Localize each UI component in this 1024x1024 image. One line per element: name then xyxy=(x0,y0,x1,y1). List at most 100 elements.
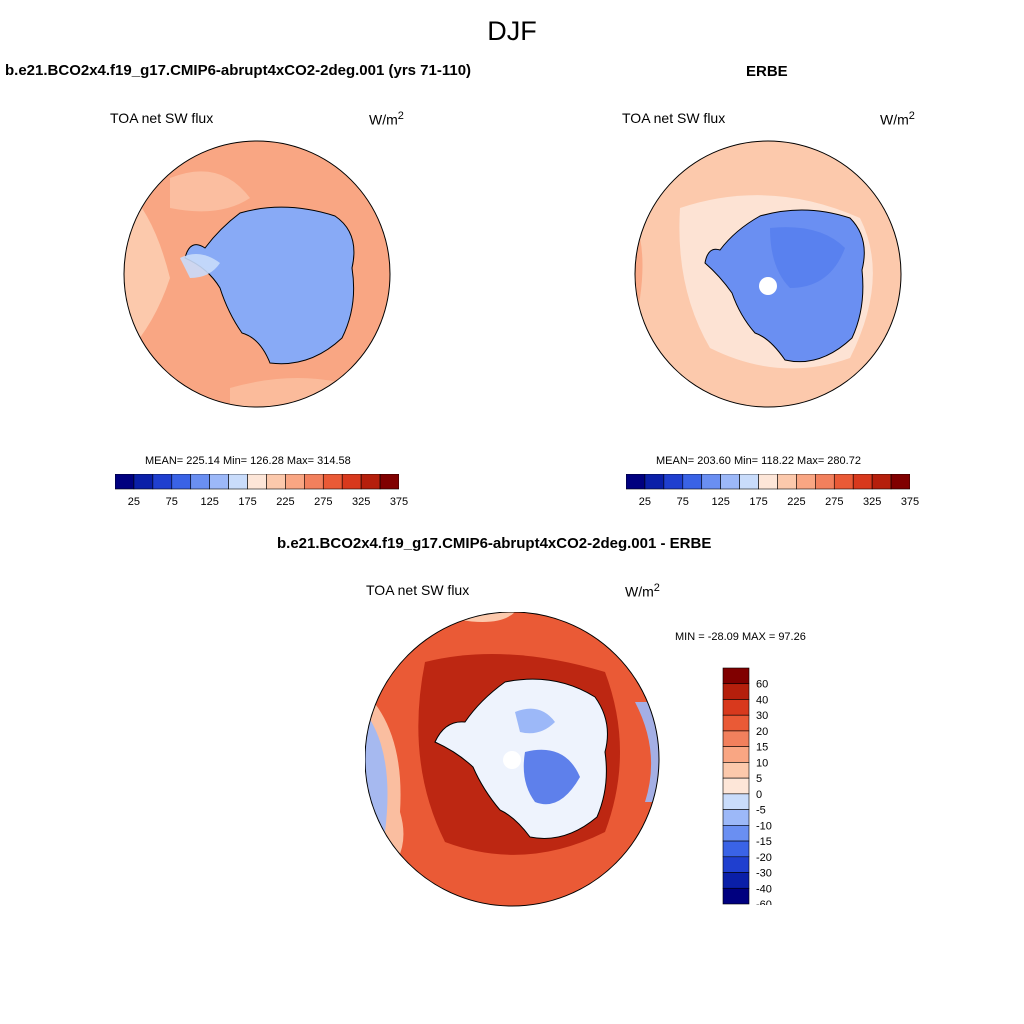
panel1-colorbar-swatch xyxy=(304,474,324,490)
panel2-colorbar-label: 375 xyxy=(901,496,919,508)
panel3-title: b.e21.BCO2x4.f19_g17.CMIP6-abrupt4xCO2-2… xyxy=(277,535,712,552)
panel1-colorbar-swatch xyxy=(266,474,286,490)
panel2-border xyxy=(634,140,902,408)
panel2-colorbar-labels: 25 75 125 175 225 275 325 375 xyxy=(639,496,919,508)
panel2-colorbar-label: 325 xyxy=(863,496,881,508)
panel2-colorbar-swatch xyxy=(796,474,816,490)
panel2-colorbar-swatch xyxy=(626,474,646,490)
panel3-colorbar-label: 40 xyxy=(756,694,768,706)
panel3-colorbar-label: 30 xyxy=(756,710,768,722)
panel1-colorbar-label: 225 xyxy=(276,496,294,508)
main-title: DJF xyxy=(487,16,537,46)
panel3-colorbar-swatch xyxy=(722,730,750,747)
panel2-colorbar-swatch xyxy=(663,474,684,490)
panel3-colorbar-swatch xyxy=(722,714,750,732)
panel3-border xyxy=(365,612,660,907)
panel1-map xyxy=(123,140,391,408)
panel2-colorbar-swatch xyxy=(852,474,873,490)
panel2-colorbar-swatch xyxy=(758,474,778,490)
panel3-colorbar-label: -30 xyxy=(756,868,772,880)
panel2-colorbar-swatch xyxy=(644,474,665,490)
panel2-colorbar-swatch xyxy=(682,474,703,490)
panel1-colorbar-swatch xyxy=(190,474,210,490)
panel1-colorbar-labels: 25 75 125 175 225 275 325 375 xyxy=(128,496,408,508)
panel2-stats: MEAN= 203.60 Min= 118.22 Max= 280.72 xyxy=(656,455,861,467)
panel3-colorbar-label: -10 xyxy=(756,820,772,832)
panel1-title: b.e21.BCO2x4.f19_g17.CMIP6-abrupt4xCO2-2… xyxy=(5,62,472,79)
panel1-units: W/m2 xyxy=(369,110,404,128)
panel3-colorbar-swatch xyxy=(722,762,750,779)
panel1-colorbar-swatch xyxy=(228,474,248,490)
panel3-colorbar-label: 10 xyxy=(756,757,768,769)
panel3-colorbar: 60 40 30 20 15 10 5 0 -5 -10 -15 -20 -30 -40 -60 xyxy=(722,667,772,905)
panel2-colorbar-label: 25 xyxy=(639,496,651,508)
panel1-colorbar-swatch xyxy=(209,474,229,490)
panel1-border xyxy=(123,140,391,408)
panel1-colorbar xyxy=(115,474,399,490)
panel2-colorbar-swatch xyxy=(815,474,835,490)
panel2-colorbar xyxy=(626,474,910,490)
panel3-minmax: MIN = -28.09 MAX = 97.26 xyxy=(675,631,806,643)
panel1-colorbar-label: 25 xyxy=(128,496,140,508)
panel3-colorbar-label: -40 xyxy=(756,883,772,895)
panel2-colorbar-label: 275 xyxy=(825,496,843,508)
panel3-colorbar-swatch xyxy=(722,856,750,873)
panel3-colorbar-swatch xyxy=(722,777,750,795)
panel3-colorbar-label: -15 xyxy=(756,836,772,848)
panel1-colorbar-swatch xyxy=(341,474,362,490)
panel1-stats: MEAN= 225.14 Min= 126.28 Max= 314.58 xyxy=(145,455,351,467)
panel3-colorbar-swatch xyxy=(722,840,750,858)
panel3-colorbar-swatch xyxy=(722,699,750,716)
panel1-colorbar-swatch xyxy=(285,474,305,490)
panel1-colorbar-swatch xyxy=(247,474,267,490)
panel2-colorbar-swatch xyxy=(777,474,797,490)
panel1-colorbar-swatch xyxy=(379,474,399,490)
panel1-colorbar-swatch xyxy=(152,474,173,490)
panel2-colorbar-swatch xyxy=(701,474,721,490)
panel3-variable: TOA net SW flux xyxy=(366,582,470,598)
panel2-colorbar-label: 75 xyxy=(677,496,689,508)
panel1-colorbar-label: 375 xyxy=(390,496,408,508)
panel3-colorbar-swatch xyxy=(722,793,750,810)
panel3-colorbar-label: 0 xyxy=(756,789,762,801)
panel3-colorbar-label: -5 xyxy=(756,805,766,817)
panel1-colorbar-swatch xyxy=(171,474,192,490)
panel3-colorbar-swatch xyxy=(722,887,750,905)
panel3-colorbar-swatch xyxy=(722,872,750,889)
panel3-colorbar-swatch xyxy=(722,809,750,826)
panel2-colorbar-swatch xyxy=(871,474,892,490)
panel3-colorbar-swatch xyxy=(722,746,750,763)
panel2-colorbar-label: 225 xyxy=(787,496,805,508)
panel1-colorbar-swatch xyxy=(360,474,381,490)
panel2-colorbar-swatch xyxy=(890,474,910,490)
panel3-colorbar-label: -60 xyxy=(756,899,772,905)
panel3-antarctica xyxy=(434,678,608,839)
panel2-units: W/m2 xyxy=(880,110,915,128)
panel2-map xyxy=(634,140,902,408)
panel3-colorbar-swatch xyxy=(722,825,750,842)
panel1-variable: TOA net SW flux xyxy=(110,110,214,126)
panel3-pole-hole xyxy=(503,751,521,769)
panel2-colorbar-swatch xyxy=(720,474,740,490)
panel3-colorbar-label: -20 xyxy=(756,852,772,864)
panel2-variable: TOA net SW flux xyxy=(622,110,726,126)
panel1-colorbar-swatch xyxy=(133,474,154,490)
panel3-colorbar-swatch xyxy=(722,683,750,700)
panel3-units: W/m2 xyxy=(625,582,660,600)
panel3-map xyxy=(365,612,660,907)
panel2-colorbar-swatch xyxy=(739,474,759,490)
panel2-colorbar-swatch xyxy=(833,474,854,490)
panel1-colorbar-label: 75 xyxy=(166,496,178,508)
panel2-colorbar-label: 175 xyxy=(749,496,767,508)
panel2-pole-hole xyxy=(759,277,777,295)
panel2-title: ERBE xyxy=(746,63,788,80)
panel3-colorbar-label: 15 xyxy=(756,742,768,754)
panel1-colorbar-label: 325 xyxy=(352,496,370,508)
panel2-colorbar-label: 125 xyxy=(711,496,729,508)
panel1-colorbar-label: 175 xyxy=(238,496,256,508)
panel1-colorbar-swatch xyxy=(322,474,343,490)
panel1-colorbar-label: 275 xyxy=(314,496,332,508)
panel1-colorbar-label: 125 xyxy=(200,496,218,508)
panel1-colorbar-swatch xyxy=(115,474,135,490)
panel3-colorbar-label: 5 xyxy=(756,773,762,785)
